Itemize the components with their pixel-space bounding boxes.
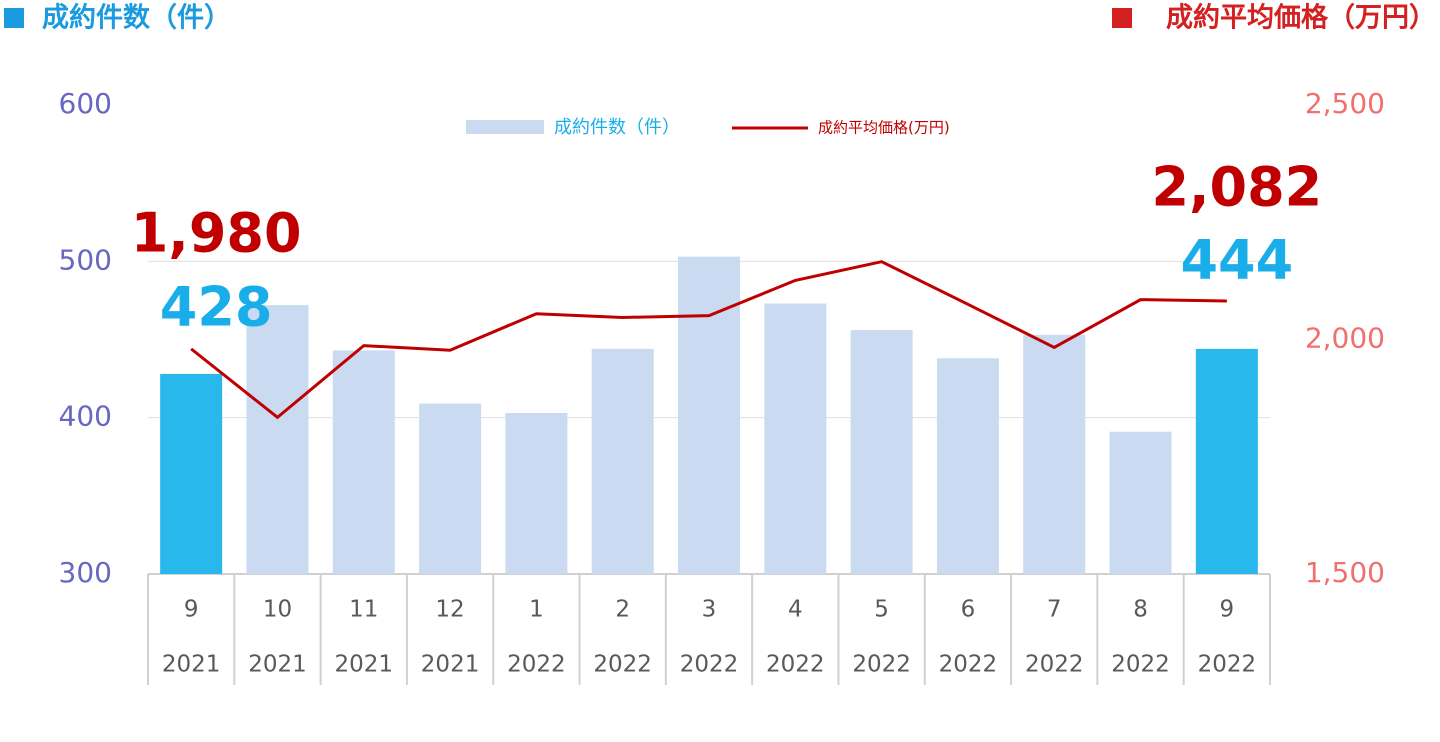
- x-tick-year: 2022: [507, 652, 566, 678]
- x-tick-label: 9: [1220, 597, 1235, 623]
- bar: [1109, 431, 1172, 574]
- data-label: 444: [1180, 229, 1293, 292]
- x-tick-label: 7: [1047, 597, 1062, 623]
- title-marker: [4, 8, 24, 28]
- data-label: 1,980: [131, 202, 302, 265]
- bar: [764, 303, 827, 574]
- x-tick-year: 2021: [248, 652, 307, 678]
- y-tick-label: 400: [59, 400, 112, 433]
- bar: [1195, 348, 1258, 574]
- bar: [678, 256, 740, 574]
- x-tick-year: 2022: [852, 652, 911, 678]
- x-tick-year: 2022: [1111, 652, 1170, 678]
- x-tick-year: 2022: [939, 652, 998, 678]
- bar: [419, 403, 482, 574]
- x-tick-year: 2021: [162, 652, 221, 678]
- x-tick-label: 1: [529, 597, 544, 623]
- bar: [332, 350, 395, 574]
- x-tick-label: 12: [435, 597, 464, 623]
- title-marker: [1112, 8, 1132, 28]
- y2-tick-label: 1,500: [1305, 556, 1385, 589]
- legend-label: 成約件数（件）: [554, 117, 680, 138]
- data-label: 428: [160, 276, 273, 339]
- y2-tick-label: 2,000: [1305, 322, 1385, 355]
- x-tick-label: 3: [702, 597, 717, 623]
- legend-label: 成約平均価格(万円): [818, 119, 950, 137]
- x-tick-year: 2022: [680, 652, 739, 678]
- x-tick-year: 2021: [334, 652, 393, 678]
- x-tick-label: 5: [874, 597, 889, 623]
- x-tick-label: 6: [961, 597, 976, 623]
- bar: [160, 373, 223, 574]
- y-tick-label: 300: [59, 556, 112, 589]
- bar: [850, 330, 913, 574]
- bar: [591, 348, 654, 574]
- y-tick-label: 500: [59, 243, 112, 276]
- x-tick-year: 2022: [766, 652, 825, 678]
- legend-swatch: [466, 120, 544, 134]
- data-label: 2,082: [1151, 156, 1322, 219]
- x-tick-label: 9: [184, 597, 199, 623]
- x-tick-year: 2021: [421, 652, 480, 678]
- bar: [1023, 334, 1086, 574]
- x-tick-label: 11: [349, 597, 378, 623]
- bar: [505, 412, 568, 574]
- x-tick-label: 10: [263, 597, 292, 623]
- line: [190, 260, 1227, 420]
- right-title: 成約平均価格（万円）: [1166, 2, 1436, 34]
- bar: [246, 305, 309, 574]
- x-tick-year: 2022: [593, 652, 652, 678]
- x-tick-label: 8: [1133, 597, 1148, 623]
- bar: [936, 358, 999, 574]
- x-tick-year: 2022: [1025, 652, 1084, 678]
- x-tick-label: 4: [788, 597, 803, 623]
- x-tick-year: 2022: [1198, 652, 1257, 678]
- left-title: 成約件数（件）: [42, 2, 231, 34]
- x-tick-label: 2: [615, 597, 630, 623]
- y2-tick-label: 2,500: [1305, 87, 1385, 120]
- y-tick-label: 600: [59, 87, 112, 120]
